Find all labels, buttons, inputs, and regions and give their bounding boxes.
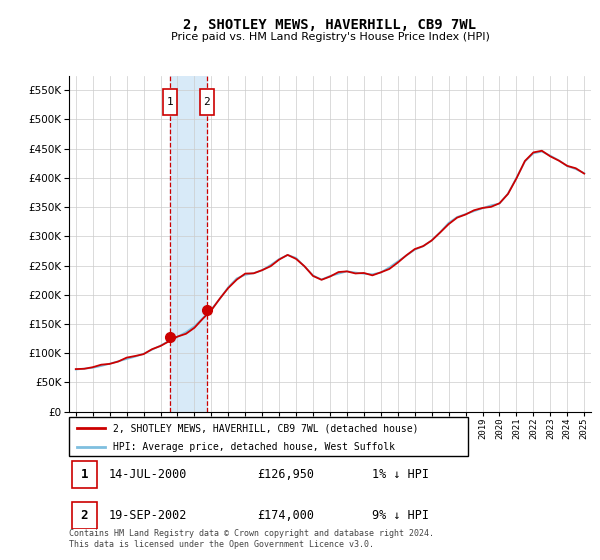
FancyBboxPatch shape [71, 461, 97, 488]
Text: HPI: Average price, detached house, West Suffolk: HPI: Average price, detached house, West… [113, 442, 395, 451]
Text: 19-SEP-2002: 19-SEP-2002 [108, 508, 187, 522]
Text: 9% ↓ HPI: 9% ↓ HPI [372, 508, 429, 522]
Text: 2, SHOTLEY MEWS, HAVERHILL, CB9 7WL: 2, SHOTLEY MEWS, HAVERHILL, CB9 7WL [184, 18, 476, 32]
Text: 14-JUL-2000: 14-JUL-2000 [108, 468, 187, 481]
Text: 1: 1 [80, 468, 88, 481]
FancyBboxPatch shape [71, 502, 97, 529]
FancyBboxPatch shape [163, 89, 177, 115]
Text: 1: 1 [166, 97, 173, 107]
Text: 2: 2 [203, 97, 210, 107]
FancyBboxPatch shape [199, 89, 214, 115]
Text: 1% ↓ HPI: 1% ↓ HPI [372, 468, 429, 481]
Text: 2, SHOTLEY MEWS, HAVERHILL, CB9 7WL (detached house): 2, SHOTLEY MEWS, HAVERHILL, CB9 7WL (det… [113, 423, 418, 433]
Text: £174,000: £174,000 [257, 508, 314, 522]
Text: Price paid vs. HM Land Registry's House Price Index (HPI): Price paid vs. HM Land Registry's House … [170, 32, 490, 43]
Text: 2: 2 [80, 508, 88, 522]
FancyBboxPatch shape [69, 417, 468, 456]
Text: £126,950: £126,950 [257, 468, 314, 481]
Text: Contains HM Land Registry data © Crown copyright and database right 2024.
This d: Contains HM Land Registry data © Crown c… [69, 529, 434, 549]
Bar [170, 76, 206, 412]
